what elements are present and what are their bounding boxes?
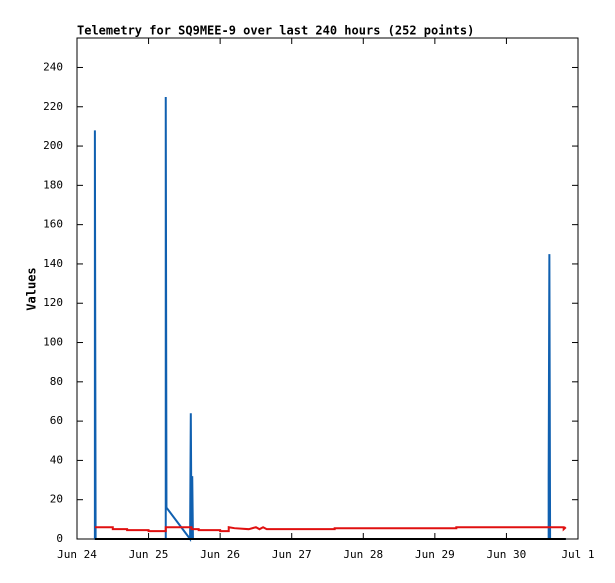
y-tick-label: 60 bbox=[50, 414, 63, 427]
y-tick-label: 100 bbox=[43, 336, 63, 349]
y-tick-label: 180 bbox=[43, 178, 63, 191]
y-tick-label: 140 bbox=[43, 257, 63, 270]
series-line bbox=[94, 526, 567, 533]
y-tick-label: 20 bbox=[50, 493, 63, 506]
x-tick-label: Jul 1 bbox=[561, 548, 594, 561]
y-tick-label: 0 bbox=[56, 532, 63, 545]
x-tick-label: Jun 26 bbox=[200, 548, 240, 561]
x-tick-label: Jun 30 bbox=[487, 548, 527, 561]
y-axis-label: Values bbox=[25, 267, 39, 310]
y-tick-label: 80 bbox=[50, 375, 63, 388]
y-tick-label: 200 bbox=[43, 139, 63, 152]
y-tick-label: 220 bbox=[43, 100, 63, 113]
y-tick-label: 240 bbox=[43, 60, 63, 73]
x-tick-label: Jun 28 bbox=[343, 548, 383, 561]
y-tick-label: 160 bbox=[43, 218, 63, 231]
x-tick-label: Jun 27 bbox=[272, 548, 312, 561]
x-tick-label: Jun 29 bbox=[415, 548, 455, 561]
y-tick-label: 120 bbox=[43, 296, 63, 309]
y-tick-label: 40 bbox=[50, 453, 63, 466]
x-tick-label: Jun 24 bbox=[57, 548, 97, 561]
chart-title: Telemetry for SQ9MEE-9 over last 240 hou… bbox=[77, 24, 474, 38]
x-tick-label: Jun 25 bbox=[129, 548, 169, 561]
